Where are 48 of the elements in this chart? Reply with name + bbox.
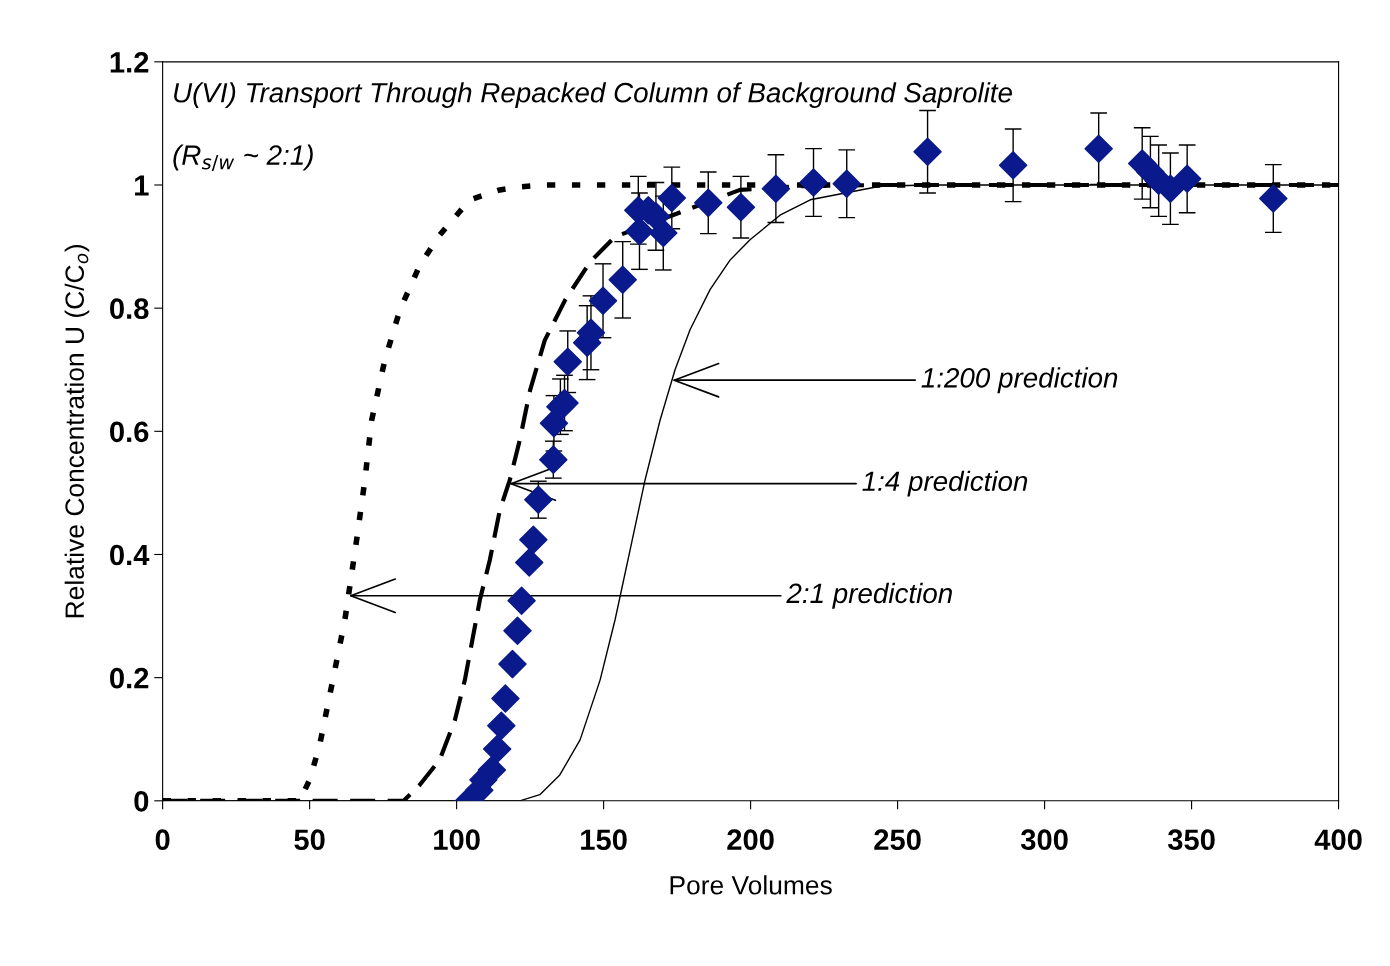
point	[507, 586, 536, 615]
point	[553, 347, 582, 376]
point	[491, 684, 520, 713]
y-tick-label: 0.6	[110, 421, 149, 443]
x-tick-label: 300	[1020, 829, 1068, 851]
point	[524, 485, 553, 514]
y-tick-label: 0.2	[110, 667, 149, 689]
y-tick-label: 1.2	[110, 52, 149, 73]
y-tick-label: 0.4	[110, 544, 150, 566]
text: U(VI) Transport Through Repacked Column of Background Saprolite	[174, 82, 1012, 109]
y-tick-label: 1	[135, 175, 149, 196]
point	[482, 734, 512, 764]
point	[519, 525, 548, 554]
x-tick-label: 350	[1167, 829, 1215, 851]
x-tick-label: 400	[1314, 829, 1362, 851]
point	[503, 616, 532, 646]
point	[998, 151, 1028, 180]
point	[498, 649, 527, 679]
x-tick-label: 250	[874, 829, 921, 851]
annotation: 2:1 prediction	[786, 582, 952, 609]
point	[657, 183, 687, 213]
point	[588, 286, 618, 315]
y-tick-label: 0.8	[110, 298, 149, 320]
point	[761, 174, 791, 203]
point	[832, 169, 861, 198]
point	[487, 711, 516, 740]
point	[1084, 134, 1113, 163]
x-tick-label: 200	[727, 829, 774, 851]
point	[608, 265, 637, 295]
point	[726, 192, 756, 222]
text: (R$_{s/w}$ ~ 2:1)	[173, 144, 313, 172]
x-tick-label: 150	[581, 829, 627, 851]
annotation: 1:200 prediction	[921, 367, 1118, 394]
y-axis-title: Relative Concentration U (C/C$_{o}$)	[64, 244, 90, 618]
annotation: 1:4 prediction	[862, 470, 1028, 497]
y-tick-label: 0	[134, 791, 149, 812]
x-tick-label: 50	[294, 829, 325, 851]
point	[799, 168, 828, 197]
point	[1259, 184, 1288, 213]
x-tick-label: 100	[434, 829, 480, 851]
point	[539, 445, 568, 474]
x-axis-title: Pore Volumes	[670, 875, 832, 895]
point	[913, 137, 942, 166]
point	[694, 188, 723, 218]
point	[1172, 164, 1202, 194]
point	[514, 548, 544, 577]
point	[649, 218, 678, 248]
x-tick-label: 0	[155, 829, 170, 851]
